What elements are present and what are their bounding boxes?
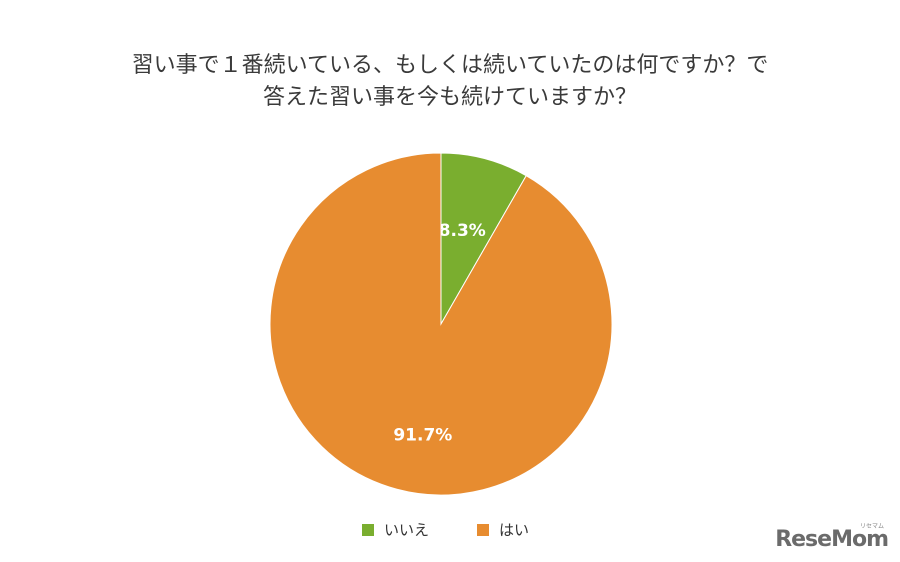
pie-label-yes: 91.7% — [393, 425, 452, 445]
pie-label-no: 8.3% — [439, 221, 486, 241]
legend-label-no: いいえ — [384, 521, 430, 539]
pie-slice-no — [440, 152, 527, 326]
chart-legend: いいえ はい — [362, 519, 577, 540]
legend-swatch-yes — [477, 523, 490, 536]
chart-title: 習い事で１番続いている、もしくは続いていたのは何ですか？で 答えた習い事を今も続… — [0, 50, 900, 114]
chart-title-line-2: 答えた習い事を今も続けていますか？ — [262, 85, 637, 110]
resemom-logo: リセマム ReseMom — [775, 523, 889, 552]
legend-label-yes: はい — [499, 521, 530, 539]
logo-text: ReseMom — [775, 527, 889, 552]
logo-subtext: リセマム — [859, 523, 884, 530]
legend-swatch-no — [362, 523, 374, 536]
legend-item-yes: はい — [477, 519, 529, 540]
pie-slice-yes — [269, 152, 613, 496]
chart-title-line-1: 習い事で１番続いている、もしくは続いていたのは何ですか？で — [131, 53, 769, 78]
legend-item-no: いいえ — [362, 519, 429, 540]
